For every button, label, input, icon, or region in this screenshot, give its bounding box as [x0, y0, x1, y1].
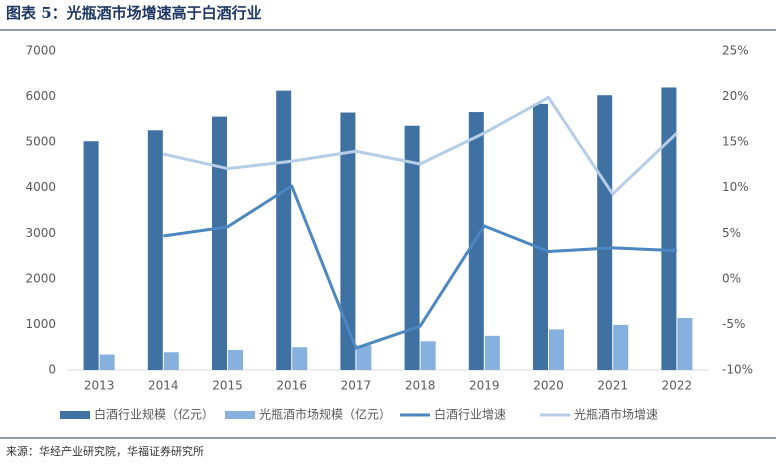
bar: [549, 329, 564, 370]
legend-label: 光瓶酒市场增速: [574, 407, 658, 422]
bar: [276, 90, 292, 370]
line: [162, 95, 678, 196]
y-tick-label: 2000: [25, 271, 56, 285]
bar: [163, 352, 179, 370]
bar: [661, 87, 677, 370]
bar: [292, 347, 308, 370]
y-tick-label: 6000: [25, 89, 56, 103]
x-tick-label: 2022: [662, 379, 693, 393]
x-tick-label: 2016: [276, 379, 307, 393]
line: [163, 184, 677, 350]
y-tick-label: 5000: [25, 135, 56, 149]
bar: [83, 141, 99, 370]
bar: [533, 103, 548, 370]
x-tick-label: 2018: [405, 379, 436, 393]
bar: [404, 125, 420, 370]
x-tick-label: 2021: [597, 379, 628, 393]
chart-title: 图表 5：光瓶酒市场增速高于白酒行业: [6, 4, 262, 22]
bar: [597, 95, 613, 370]
bar: [99, 354, 115, 370]
y2-tick-label: -5%: [722, 317, 745, 331]
x-tick-label: 2017: [341, 379, 372, 393]
legend-label: 白酒行业增速: [434, 407, 506, 422]
y2-tick-label: 0%: [722, 271, 741, 285]
x-tick-label: 2014: [148, 379, 179, 393]
y2-tick-label: -10%: [722, 363, 753, 377]
legend-swatch: [60, 411, 90, 419]
bar: [212, 116, 227, 370]
x-tick-label: 2013: [84, 379, 115, 393]
y2-tick-label: 25%: [722, 44, 749, 58]
x-tick-label: 2019: [469, 379, 500, 393]
legend-swatch: [225, 411, 255, 419]
source: 来源：华经产业研究院，华福证券研究所: [6, 444, 204, 458]
x-tick-label: 2020: [533, 379, 564, 393]
bar: [340, 112, 356, 371]
y2-tick-label: 5%: [722, 226, 741, 240]
y2-tick-label: 10%: [722, 180, 749, 194]
y-tick-label: 7000: [25, 44, 56, 58]
bar: [613, 324, 629, 370]
y-tick-label: 1000: [25, 317, 56, 331]
legend-label: 白酒行业规模（亿元）: [94, 407, 214, 422]
legend-label: 光瓶酒市场规模（亿元）: [259, 407, 391, 422]
y-tick-label: 0: [48, 363, 56, 377]
x-tick-label: 2015: [212, 379, 243, 393]
bar: [420, 341, 436, 370]
bar: [147, 130, 163, 370]
bar: [484, 335, 500, 370]
y2-tick-label: 20%: [722, 89, 749, 103]
bar: [677, 318, 693, 370]
y2-tick-label: 15%: [722, 135, 749, 149]
bar: [356, 345, 372, 370]
y-tick-label: 3000: [25, 226, 56, 240]
bar: [228, 349, 243, 370]
y-tick-label: 4000: [25, 180, 56, 194]
